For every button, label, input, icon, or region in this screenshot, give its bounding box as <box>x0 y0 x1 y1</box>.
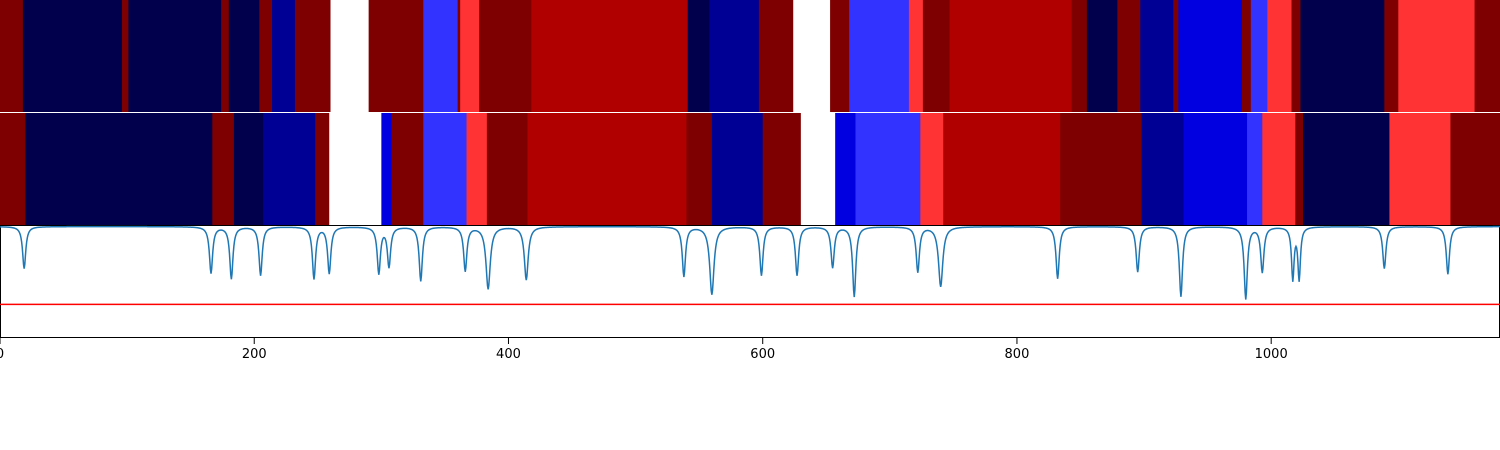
heatmap-cell-r0-8 <box>294 0 332 113</box>
heatmap-cell-r0-19 <box>793 0 831 113</box>
heatmap-cell-r0-28 <box>1140 0 1174 113</box>
heatmap-cell-r0-35 <box>1300 0 1385 113</box>
heatmap-cell-r1-22 <box>1141 112 1185 225</box>
heatmap-cell-r0-34 <box>1291 0 1302 113</box>
heatmap-cell-r1-13 <box>686 112 713 225</box>
heatmap-cell-r1-11 <box>486 112 529 225</box>
x-tick-label-0: 0 <box>0 347 4 362</box>
heatmap-cell-r1-29 <box>1450 112 1500 225</box>
heatmap-cell-r0-10 <box>368 0 424 113</box>
heatmap-cell-r1-5 <box>315 112 330 225</box>
heatmap-cell-r0-20 <box>830 0 850 113</box>
heatmap-cell-r1-3 <box>233 112 264 225</box>
signal-curve <box>0 225 1500 300</box>
heatmap-cell-r1-28 <box>1389 112 1452 225</box>
heatmap-cell-r0-0 <box>0 0 24 113</box>
heatmap-cell-r0-31 <box>1241 0 1252 113</box>
heatmap-cell-r1-24 <box>1247 112 1263 225</box>
heatmap-cell-r0-37 <box>1398 0 1476 113</box>
heatmap-cell-r0-32 <box>1250 0 1268 113</box>
heatmap-cell-r1-16 <box>800 112 836 225</box>
heatmap-cell-r0-2 <box>122 0 129 113</box>
heatmap-cell-r0-13 <box>460 0 480 113</box>
heatmap-cell-r1-9 <box>423 112 468 225</box>
heatmap-cell-r1-2 <box>212 112 235 225</box>
heatmap-cell-r1-1 <box>25 112 213 225</box>
heatmap-cell-r0-30 <box>1178 0 1243 113</box>
heatmap-cell-r1-6 <box>329 112 382 225</box>
heatmap-cell-r0-15 <box>531 0 689 113</box>
heatmap-cell-r1-18 <box>855 112 921 225</box>
heatmap-cell-r0-23 <box>922 0 951 113</box>
heatmap-cell-r1-14 <box>711 112 764 225</box>
heatmap-cell-r0-16 <box>687 0 710 113</box>
heatmap-cell-r1-25 <box>1262 112 1296 225</box>
heatmap-cell-r0-9 <box>330 0 370 113</box>
heatmap-cell-r0-1 <box>22 0 123 113</box>
heatmap-cell-r1-21 <box>1060 112 1143 225</box>
heatmap-cell-r0-12 <box>457 0 461 113</box>
heatmap-row-bottom <box>0 112 1500 225</box>
signal-panel <box>0 225 1500 338</box>
heatmap-cell-r0-33 <box>1267 0 1293 113</box>
x-tick-label-1000: 1000 <box>1255 347 1288 362</box>
heatmap-cell-r0-11 <box>423 0 459 113</box>
heatmap-cell-r1-15 <box>762 112 802 225</box>
heatmap-cell-r1-23 <box>1183 112 1248 225</box>
x-tick-label-800: 800 <box>1005 347 1030 362</box>
x-tick-label-400: 400 <box>496 347 521 362</box>
heatmap-cell-r0-36 <box>1384 0 1399 113</box>
heatmap-cell-r0-21 <box>849 0 910 113</box>
signal-panel-frame <box>0 225 1500 338</box>
heatmap-cell-r0-3 <box>128 0 222 113</box>
heatmap-cell-r0-4 <box>221 0 230 113</box>
heatmap-cell-r1-0 <box>0 112 27 225</box>
heatmap-cell-r1-27 <box>1302 112 1391 225</box>
heatmap-cell-r1-12 <box>527 112 688 225</box>
heatmap-cell-r0-22 <box>908 0 924 113</box>
heatmap-cell-r0-17 <box>709 0 760 113</box>
heatmap-cell-r0-29 <box>1173 0 1179 113</box>
heatmap-cell-r1-17 <box>835 112 857 225</box>
heatmap-cell-r1-8 <box>391 112 424 225</box>
x-tick-label-600: 600 <box>750 347 775 362</box>
heatmap-cell-r0-14 <box>479 0 532 113</box>
heatmap-cell-r1-4 <box>263 112 316 225</box>
heatmap-cell-r0-7 <box>272 0 296 113</box>
x-axis: 0 200 400 600 800 1000 <box>0 338 1288 362</box>
heatmap-cell-r1-10 <box>466 112 488 225</box>
heatmap-cell-r0-24 <box>949 0 1073 113</box>
heatmap-cell-r0-25 <box>1071 0 1088 113</box>
heatmap-cell-r1-19 <box>920 112 944 225</box>
heatmap-cell-r1-7 <box>381 112 393 225</box>
heatmap-row-top <box>0 0 1500 113</box>
heatmap-cell-r1-20 <box>943 112 1061 225</box>
x-tick-label-200: 200 <box>242 347 267 362</box>
heatmap-cell-r1-26 <box>1295 112 1304 225</box>
heatmap-cell-r0-6 <box>259 0 273 113</box>
heatmap-cell-r0-38 <box>1474 0 1500 113</box>
heatmap-cell-r0-27 <box>1117 0 1141 113</box>
heatmap-cell-r0-18 <box>758 0 794 113</box>
heatmap-cell-r0-5 <box>228 0 260 113</box>
heatmap-cell-r0-26 <box>1086 0 1118 113</box>
